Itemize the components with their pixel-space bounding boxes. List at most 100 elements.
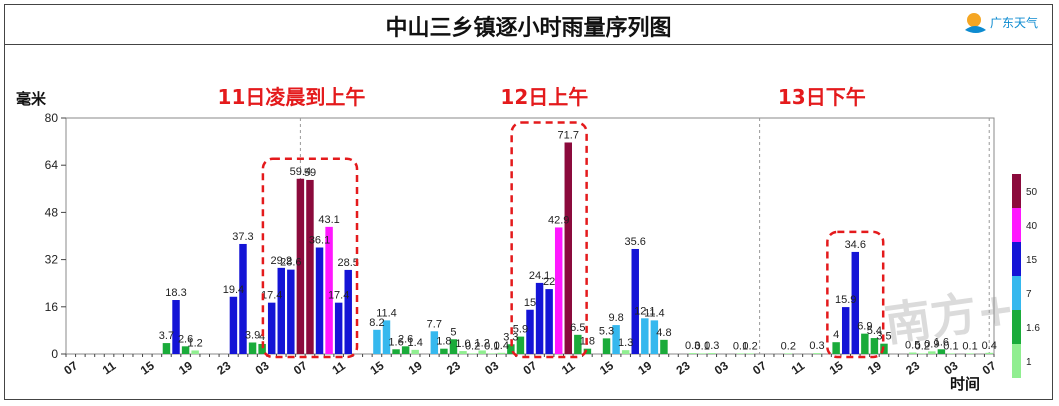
bar-value-label: 0.1 bbox=[962, 340, 977, 352]
y-tick-label: 0 bbox=[51, 347, 58, 361]
bar-value-label: 1.2 bbox=[475, 337, 490, 349]
bar-value-label: 0.3 bbox=[809, 340, 824, 352]
bar-value-label: 24.1 bbox=[529, 270, 550, 282]
bar bbox=[191, 350, 199, 354]
bar-value-label: 0.1 bbox=[484, 340, 499, 352]
x-tick-label: 15 bbox=[597, 358, 616, 377]
x-tick-label: 03 bbox=[482, 358, 501, 377]
highlight-box bbox=[261, 157, 359, 359]
bar-value-label: 11.4 bbox=[376, 307, 397, 319]
bar-value-label: 5.3 bbox=[599, 325, 614, 337]
bar-value-label: 0.1 bbox=[943, 340, 958, 352]
logo: 广东天气 bbox=[965, 13, 1038, 33]
x-tick-label: 07 bbox=[61, 358, 80, 377]
bar bbox=[478, 350, 486, 354]
logo-text: 广东天气 bbox=[990, 15, 1038, 30]
bar-value-label: 0.2 bbox=[915, 340, 930, 352]
legend-label: 50 bbox=[1026, 187, 1038, 198]
highlight-boxes bbox=[261, 121, 885, 359]
x-tick-label: 11 bbox=[789, 358, 808, 377]
bar bbox=[708, 353, 716, 354]
bar-value-label: 0.3 bbox=[704, 340, 719, 352]
bar-value-label: 22 bbox=[543, 276, 555, 288]
bar-value-label: 7.7 bbox=[427, 318, 442, 330]
x-tick-label: 15 bbox=[827, 358, 846, 377]
x-tick-label: 19 bbox=[406, 358, 425, 377]
bar-value-label: 12.1 bbox=[634, 305, 655, 317]
highlight-box bbox=[510, 121, 588, 359]
bar bbox=[851, 251, 860, 354]
bar bbox=[181, 346, 190, 354]
bar bbox=[746, 353, 754, 354]
data-labels: 3.718.32.61.219.437.33.9417.429.228.659.… bbox=[159, 129, 997, 352]
bar bbox=[440, 348, 448, 354]
bar-value-label: 37.3 bbox=[232, 231, 253, 243]
bar bbox=[392, 349, 400, 354]
bar bbox=[928, 351, 936, 354]
bar-value-label: 0.2 bbox=[465, 340, 480, 352]
x-axis-label: 时间 bbox=[950, 375, 980, 393]
bar bbox=[296, 178, 305, 354]
bar bbox=[497, 352, 506, 354]
chart-frame bbox=[4, 4, 1053, 400]
bar-value-label: 5.4 bbox=[867, 325, 882, 337]
bar bbox=[287, 269, 295, 354]
bar-value-label: 0.5 bbox=[905, 340, 920, 352]
legend-label: 1.6 bbox=[1026, 323, 1040, 334]
period-annotation: 12日上午 bbox=[500, 85, 588, 109]
bar bbox=[841, 307, 850, 354]
bar bbox=[583, 348, 592, 354]
period-annotation: 11日凌晨到上午 bbox=[218, 85, 366, 109]
bar bbox=[861, 333, 869, 354]
bar-value-label: 59.4 bbox=[290, 166, 311, 178]
bar-value-label: 0.4 bbox=[982, 340, 997, 352]
bar-value-label: 0.2 bbox=[781, 340, 796, 352]
bar-value-label: 3.9 bbox=[245, 329, 260, 341]
bar-value-label: 1.0 bbox=[455, 338, 470, 350]
legend-label: 15 bbox=[1026, 255, 1038, 266]
x-tick-label: 11 bbox=[329, 358, 348, 377]
bar bbox=[516, 336, 525, 354]
bar bbox=[870, 338, 879, 354]
bar-value-label: 5 bbox=[450, 326, 456, 338]
legend-swatch bbox=[1012, 276, 1021, 310]
bar bbox=[430, 331, 439, 354]
bar-value-label: 11.4 bbox=[644, 307, 665, 319]
bar bbox=[535, 282, 544, 354]
bar bbox=[239, 243, 247, 354]
bar bbox=[985, 352, 993, 354]
bar-value-label: 1.3 bbox=[618, 337, 633, 349]
bar-value-label: 6.5 bbox=[570, 322, 585, 334]
bar-value-label: 43.1 bbox=[318, 214, 339, 226]
bar bbox=[401, 346, 410, 354]
bar-value-label: 1.6 bbox=[388, 336, 403, 348]
y-tick-label: 32 bbox=[45, 253, 59, 267]
sun-icon bbox=[967, 13, 981, 27]
bar-value-label: 35.6 bbox=[625, 236, 646, 248]
bar bbox=[832, 342, 840, 354]
bar bbox=[908, 352, 917, 354]
bar-value-label: 0.1 bbox=[733, 340, 748, 352]
highlight-box bbox=[826, 230, 885, 359]
x-tick-label: 23 bbox=[674, 358, 693, 377]
bar-value-label: 4 bbox=[833, 329, 839, 341]
bar-value-label: 8.2 bbox=[369, 317, 384, 329]
bar bbox=[660, 339, 668, 354]
x-tick-label: 19 bbox=[865, 358, 884, 377]
watermark-text: 南方+ bbox=[882, 280, 1019, 352]
bar-value-label: 0.3 bbox=[685, 340, 700, 352]
bar bbox=[172, 300, 180, 354]
bar bbox=[325, 226, 333, 354]
bar bbox=[507, 344, 515, 354]
legend-swatch bbox=[1012, 208, 1021, 242]
bar bbox=[277, 267, 285, 354]
bar bbox=[564, 142, 572, 354]
bar-value-label: 28.6 bbox=[280, 257, 301, 269]
bar-value-label: 18.3 bbox=[165, 287, 186, 299]
x-tick-label: 23 bbox=[214, 358, 233, 377]
bar-value-label: 1.6 bbox=[934, 336, 949, 348]
bar-value-label: 0.1 bbox=[695, 340, 710, 352]
bar bbox=[267, 302, 276, 354]
legend-label: 7 bbox=[1026, 289, 1032, 300]
